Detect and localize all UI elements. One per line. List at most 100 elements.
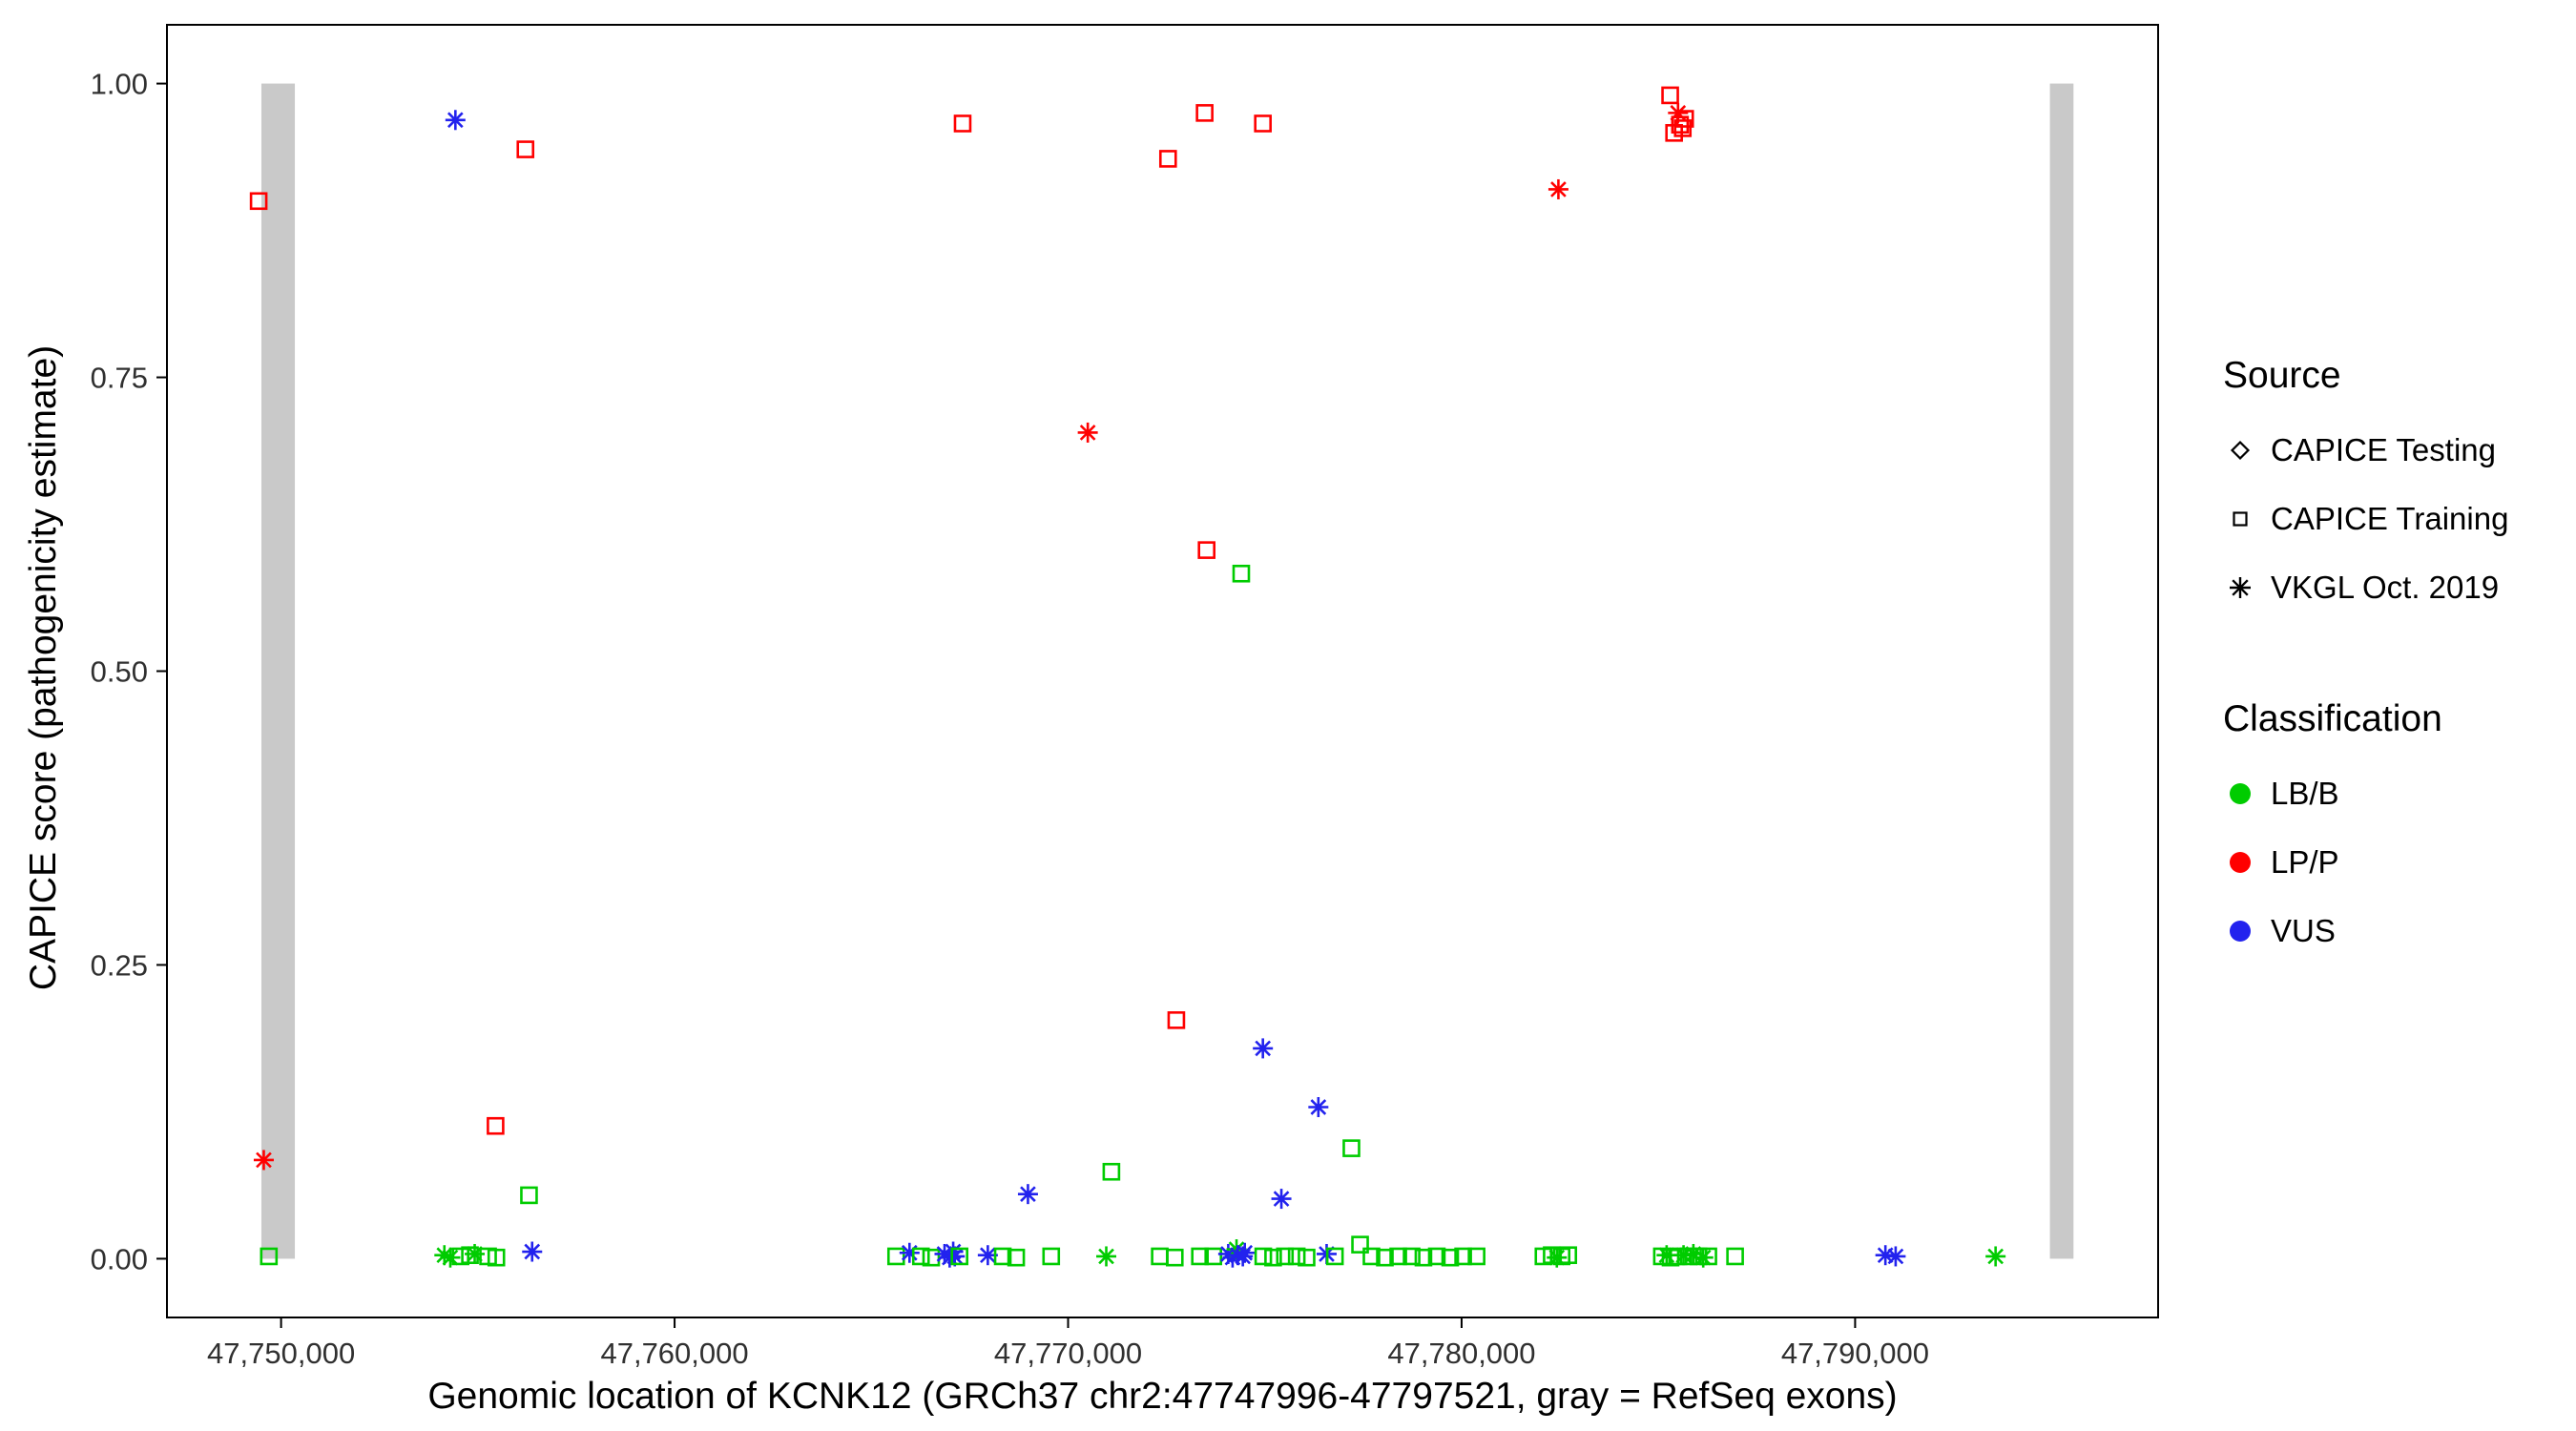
- y-tick-label: 1.00: [91, 68, 148, 101]
- data-point-square: [1197, 541, 1215, 559]
- data-point-square: [1454, 1247, 1472, 1266]
- data-point-square: [1376, 1248, 1394, 1267]
- data-point-square: [953, 114, 972, 133]
- data-point-square: [1191, 1247, 1209, 1266]
- data-point-square: [487, 1116, 505, 1135]
- legend-item-capice-training: CAPICE Training: [2223, 485, 2566, 553]
- data-point-square: [950, 1247, 968, 1266]
- data-point-square: [1151, 1247, 1169, 1266]
- x-tick-label: 47,780,000: [1387, 1337, 1535, 1370]
- data-point-square: [993, 1247, 1012, 1266]
- y-tick-label: 0.75: [91, 362, 148, 395]
- legend-separator: [2223, 622, 2566, 698]
- data-point-square: [1467, 1247, 1485, 1266]
- data-point-square: [1102, 1162, 1121, 1181]
- data-point-asterisk: [1985, 1246, 2006, 1267]
- x-tick-label: 47,790,000: [1781, 1337, 1929, 1370]
- data-point-asterisk: [1235, 1242, 1256, 1263]
- data-point-square: [1699, 1247, 1717, 1266]
- data-point-square: [1298, 1248, 1316, 1267]
- data-point-square: [1362, 1247, 1381, 1266]
- legend-label: LP/P: [2271, 844, 2339, 880]
- data-point-asterisk: [899, 1242, 920, 1263]
- data-point-square: [1559, 1246, 1578, 1265]
- data-point-asterisk: [1308, 1097, 1329, 1118]
- red-dot-icon: [2223, 845, 2271, 880]
- data-point-square: [922, 1248, 941, 1267]
- data-point-asterisk: [1885, 1246, 1906, 1267]
- data-point-asterisk: [1253, 1038, 1274, 1059]
- data-point-square: [1254, 1247, 1273, 1266]
- data-point-asterisk: [445, 110, 466, 131]
- data-point-square: [1007, 1248, 1026, 1267]
- data-point-square: [1402, 1247, 1421, 1266]
- data-point-square: [1264, 1248, 1282, 1267]
- y-tick-label: 0.25: [91, 948, 148, 982]
- data-point-asterisk: [253, 1150, 274, 1171]
- data-point-square: [1158, 150, 1177, 168]
- data-point-square: [1232, 564, 1251, 583]
- data-point-asterisk: [1096, 1246, 1117, 1267]
- data-point-square: [1167, 1011, 1186, 1029]
- refseq-exon-bar: [2049, 83, 2074, 1259]
- y-tick-label: 0.00: [91, 1242, 148, 1275]
- data-point-asterisk: [1017, 1184, 1038, 1205]
- data-point-square: [1389, 1247, 1407, 1266]
- data-point-square: [1204, 1247, 1223, 1266]
- data-point-square: [1287, 1247, 1306, 1266]
- data-point-square: [516, 140, 535, 158]
- data-point-square: [1427, 1247, 1446, 1266]
- y-tick-label: 0.50: [91, 655, 148, 689]
- data-point-asterisk: [1271, 1189, 1292, 1210]
- legend-label: VUS: [2271, 913, 2336, 948]
- data-point-square: [1342, 1139, 1361, 1157]
- legend-item-vkgl: VKGL Oct. 2019: [2223, 553, 2566, 622]
- data-point-asterisk: [465, 1243, 486, 1264]
- data-point-asterisk: [522, 1241, 543, 1262]
- data-point-square: [1254, 114, 1272, 133]
- data-point-square: [1673, 119, 1693, 137]
- legend-source-title: Source: [2223, 355, 2341, 396]
- x-tick-label: 47,770,000: [994, 1337, 1142, 1370]
- data-point-square: [1661, 86, 1679, 105]
- legend-label: CAPICE Training: [2271, 501, 2509, 536]
- data-point-square: [1325, 1247, 1344, 1266]
- legend-item-vus: VUS: [2223, 897, 2566, 965]
- data-point-square: [1042, 1247, 1061, 1266]
- x-tick-label: 47,760,000: [600, 1337, 748, 1370]
- asterisk-icon: [2223, 570, 2271, 605]
- x-tick-label: 47,750,000: [207, 1337, 355, 1370]
- data-point-square: [911, 1247, 930, 1266]
- refseq-exon-bar: [260, 83, 296, 1259]
- data-point-square: [1351, 1235, 1369, 1254]
- data-point-square: [1165, 1248, 1184, 1267]
- legend-item-lpp: LP/P: [2223, 828, 2566, 897]
- data-point-square: [1276, 1247, 1295, 1266]
- data-point-square: [487, 1248, 506, 1267]
- legend-item-capice-testing: CAPICE Testing: [2223, 416, 2566, 485]
- data-point-asterisk: [440, 1247, 461, 1268]
- square-icon: [2223, 502, 2271, 536]
- data-point-square: [520, 1186, 538, 1205]
- data-point-square: [1195, 104, 1214, 122]
- panel-border: [166, 24, 2159, 1318]
- legend: Source CAPICE Testing CAPICE Training: [2223, 355, 2566, 965]
- data-point-square: [260, 1247, 279, 1266]
- data-point-square: [249, 192, 268, 211]
- data-point-asterisk: [1077, 422, 1098, 443]
- data-point-square: [451, 1247, 469, 1266]
- data-point-asterisk: [1548, 178, 1568, 199]
- x-axis-title: Genomic location of KCNK12 (GRCh37 chr2:…: [427, 1376, 1898, 1417]
- blue-dot-icon: [2223, 914, 2271, 948]
- legend-label: LB/B: [2271, 776, 2339, 811]
- legend-classification-title: Classification: [2223, 698, 2442, 739]
- diamond-icon: [2223, 433, 2271, 467]
- green-dot-icon: [2223, 777, 2271, 811]
- legend-label: CAPICE Testing: [2271, 432, 2496, 467]
- data-point-square: [1671, 115, 1690, 135]
- y-axis-title: CAPICE score (pathogenicity estimate): [23, 344, 64, 991]
- data-point-square: [1414, 1248, 1433, 1267]
- legend-item-lbb: LB/B: [2223, 759, 2566, 828]
